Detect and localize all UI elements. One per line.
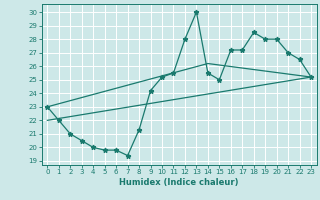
X-axis label: Humidex (Indice chaleur): Humidex (Indice chaleur)	[119, 178, 239, 187]
